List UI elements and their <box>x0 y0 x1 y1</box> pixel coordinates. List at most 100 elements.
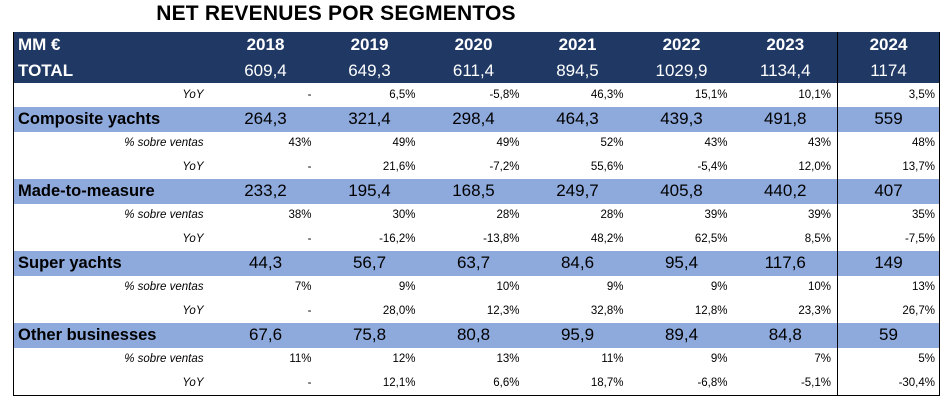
share-row: % sobre ventas 38% 30% 28% 28% 39% 39% 35% <box>14 203 940 227</box>
segment-value: 75,8 <box>317 322 422 348</box>
yoy-value: 62,5% <box>694 232 728 245</box>
share-value: 9% <box>606 281 624 294</box>
share-value: 39% <box>807 209 831 222</box>
yoy-row: YoY - -16,2% -13,8% 48,2% 62,5% 8,5% -7,5% <box>14 227 940 251</box>
yoy-value: - <box>307 376 312 389</box>
yoy-row: YoY - 21,6% -7,2% 55,6% -5,4% 12,0% 13,7% <box>14 155 940 179</box>
yoy-label: YoY <box>182 304 204 317</box>
year-header: 2024 <box>837 32 940 58</box>
total-value: 894,5 <box>525 58 630 83</box>
segment-value: 44,3 <box>213 250 318 276</box>
segment-value: 168,5 <box>421 178 526 204</box>
yoy-value: 26,7% <box>837 299 940 323</box>
segment-value: 117,6 <box>733 250 838 276</box>
yoy-value: -6,8% <box>697 376 728 389</box>
segment-value: 63,7 <box>421 250 526 276</box>
share-value: 13% <box>837 275 940 299</box>
segment-value: 84,6 <box>525 250 630 276</box>
segment-value: 67,6 <box>213 322 318 348</box>
segment-value: 439,3 <box>629 106 734 132</box>
share-label: % sobre ventas <box>124 353 204 366</box>
yoy-value: 6,5% <box>389 88 416 101</box>
yoy-value: 8,5% <box>804 232 831 245</box>
segment-value: 440,2 <box>733 178 838 204</box>
year-header: 2019 <box>317 32 422 58</box>
segment-row: Made-to-measure 233,2 195,4 168,5 249,7 405,8… <box>13 178 940 204</box>
segment-value: 321,4 <box>317 106 422 132</box>
share-value: 39% <box>704 209 728 222</box>
yoy-value: 15,1% <box>694 88 728 101</box>
segment-value: 298,4 <box>421 106 526 132</box>
share-value: 30% <box>392 209 416 222</box>
yoy-value: 12,8% <box>694 304 728 317</box>
yoy-row: YoY - 12,1% 6,6% 18,7% -6,8% -5,1% -30,4% <box>14 371 940 395</box>
share-row: % sobre ventas 43% 49% 49% 52% 43% 43% 48% <box>14 131 940 155</box>
segment-value: 80,8 <box>421 322 526 348</box>
segment-label: Super yachts <box>13 250 214 276</box>
yoy-value: 18,7% <box>590 376 624 389</box>
share-value: 11% <box>289 353 312 366</box>
yoy-value: 12,0% <box>798 160 831 173</box>
yoy-value: 32,8% <box>590 304 624 317</box>
segment-value: 95,9 <box>525 322 630 348</box>
yoy-label: YoY <box>182 160 204 173</box>
segment-value: 491,8 <box>733 106 838 132</box>
yoy-value: - <box>307 304 312 317</box>
yoy-value: - <box>307 160 312 173</box>
share-value: 35% <box>837 203 940 227</box>
share-row: % sobre ventas 7% 9% 10% 9% 9% 10% 13% <box>14 275 940 299</box>
segment-row: Super yachts 44,3 56,7 63,7 84,6 95,4 117,6 149 <box>13 250 940 276</box>
year-header: 2022 <box>629 32 734 58</box>
segment-value: 59 <box>837 322 940 348</box>
segment-value: 464,3 <box>525 106 630 132</box>
share-value: 12% <box>392 353 416 366</box>
year-header: 2018 <box>213 32 318 58</box>
total-value: 1174 <box>837 58 940 83</box>
share-value: 43% <box>807 137 831 150</box>
share-value: 10% <box>807 281 831 294</box>
share-value: 38% <box>288 209 312 222</box>
share-label: % sobre ventas <box>124 137 204 150</box>
share-value: 49% <box>496 137 520 150</box>
total-yoy-row: YoY - 6,5% -5,8% 46,3% 15,1% 10,1% 3,5% <box>14 83 940 107</box>
share-value: 11% <box>601 353 624 366</box>
yoy-row: YoY - 28,0% 12,3% 32,8% 12,8% 23,3% 26,7% <box>14 299 940 323</box>
total-value: 609,4 <box>213 58 318 83</box>
yoy-label: YoY <box>182 232 204 245</box>
segment-value: 56,7 <box>317 250 422 276</box>
yoy-value: 21,6% <box>382 160 416 173</box>
segment-value: 84,8 <box>733 322 838 348</box>
total-label: TOTAL <box>13 58 214 83</box>
share-value: 13% <box>496 353 520 366</box>
total-value: 611,4 <box>421 58 526 83</box>
year-header: 2023 <box>733 32 838 58</box>
share-value: 43% <box>704 137 728 150</box>
total-value: 649,3 <box>317 58 422 83</box>
yoy-value: -5,8% <box>489 88 520 101</box>
share-value: 43% <box>288 137 312 150</box>
segment-value: 405,8 <box>629 178 734 204</box>
yoy-value: 13,7% <box>837 155 940 179</box>
segment-label: Composite yachts <box>13 106 214 132</box>
segment-value: 249,7 <box>525 178 630 204</box>
share-value: 52% <box>600 137 624 150</box>
segment-value: 407 <box>837 178 940 204</box>
share-value: 7% <box>294 281 312 294</box>
segment-row: Other businesses 67,6 75,8 80,8 95,9 89,4 84,8… <box>13 322 940 348</box>
share-value: 5% <box>837 347 940 371</box>
share-value: 28% <box>496 209 520 222</box>
year-header: 2021 <box>525 32 630 58</box>
yoy-value: 23,3% <box>798 304 831 317</box>
yoy-value: - <box>307 232 312 245</box>
yoy-value: 10,1% <box>798 88 831 101</box>
yoy-value: - <box>307 88 312 101</box>
yoy-label: YoY <box>182 88 204 101</box>
yoy-value: 12,1% <box>382 376 416 389</box>
segment-value: 149 <box>837 250 940 276</box>
yoy-value: 55,6% <box>590 160 624 173</box>
share-value: 9% <box>710 281 728 294</box>
share-value: 49% <box>392 137 416 150</box>
total-row: TOTAL 609,4 649,3 611,4 894,5 1029,9 1134,4 117… <box>13 58 940 83</box>
segment-value: 89,4 <box>629 322 734 348</box>
yoy-value: 3,5% <box>837 83 940 107</box>
